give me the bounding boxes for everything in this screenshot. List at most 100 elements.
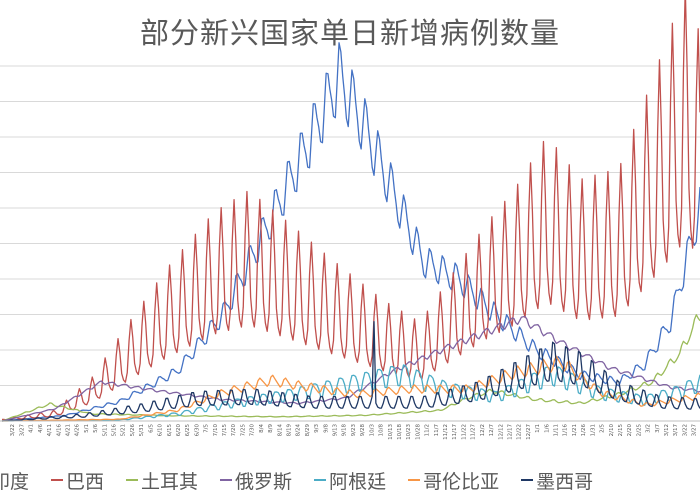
legend-label: 阿根廷	[329, 470, 387, 493]
x-tick-label: 2/25	[636, 424, 642, 437]
x-tick-label: 10/8	[379, 424, 385, 437]
x-tick-label: 1/26	[581, 424, 587, 437]
x-tick-label: 12/2	[480, 424, 486, 436]
legend-item: 俄罗斯	[220, 467, 292, 494]
legend-item: 巴西	[51, 467, 104, 494]
x-tick-label: 9/18	[342, 424, 348, 437]
x-tick-label: 6/10	[158, 424, 164, 437]
x-tick-label: 8/4	[259, 424, 265, 433]
x-tick-label: 9/3	[314, 424, 320, 433]
x-tick-label: 11/22	[461, 424, 467, 440]
legend-item: 印度	[0, 467, 29, 494]
x-tick-label: 1/21	[572, 424, 578, 436]
legend-swatch	[314, 479, 327, 481]
x-tick-label: 3/22	[682, 424, 688, 436]
gridlines	[0, 65, 700, 386]
x-tick-label: 2/5	[600, 424, 606, 433]
series-lines	[1, 0, 700, 422]
x-tick-label: 4/11	[47, 424, 53, 436]
x-tick-label: 4/26	[75, 424, 81, 437]
x-tick-label: 10/3	[369, 424, 375, 437]
x-tick-label: 5/1	[84, 424, 90, 433]
series-line	[1, 42, 700, 422]
x-tick-label: 3/2	[646, 424, 652, 433]
x-tick-label: 11/17	[452, 424, 458, 440]
x-tick-label: 6/20	[176, 424, 182, 437]
x-tick-label: 12/17	[508, 424, 514, 440]
legend-item: 土耳其	[126, 467, 198, 494]
x-tick-label: 5/16	[112, 424, 118, 437]
x-tick-label: 4/21	[66, 424, 72, 436]
legend-swatch	[521, 479, 534, 481]
legend-label: 印度	[0, 470, 30, 493]
legend-label: 俄罗斯	[235, 470, 293, 493]
x-tick-label: 7/5	[204, 424, 210, 433]
x-tick-label: 3/27	[19, 424, 25, 437]
x-tick-label: 9/23	[351, 424, 357, 437]
x-tick-label: 10/28	[415, 424, 421, 440]
x-tick-label: 10/23	[406, 424, 412, 440]
x-tick-label: 11/12	[443, 424, 449, 440]
x-tick-label: 1/11	[554, 424, 560, 436]
series-line	[1, 315, 700, 422]
x-tick-label: 9/28	[360, 424, 366, 437]
x-tick-label: 1/31	[590, 424, 596, 436]
series-line	[1, 355, 700, 422]
x-tick-label: 2/15	[618, 424, 624, 437]
x-tick-label: 3/22	[10, 424, 16, 436]
x-tick-label: 7/10	[213, 424, 219, 437]
x-tick-label: 6/5	[148, 424, 154, 433]
x-tick-label: 5/31	[139, 424, 145, 436]
x-tick-label: 12/27	[526, 424, 532, 440]
x-tick-label: 7/20	[231, 424, 237, 437]
series-line	[1, 0, 700, 421]
x-tick-label: 8/29	[305, 424, 311, 437]
x-tick-label: 4/1	[29, 424, 35, 433]
series-line	[1, 320, 700, 422]
x-tick-label: 7/25	[240, 424, 246, 437]
legend-swatch	[51, 479, 64, 481]
x-tick-label: 6/30	[194, 424, 200, 437]
x-tick-label: 8/19	[287, 424, 293, 437]
x-tick-label: 3/12	[664, 424, 670, 436]
x-tick-labels: 3/22 3/27 4/1 4/6 4/11 4/16 4/21 4/26 5/1 5/6 5/11…	[10, 424, 697, 440]
legend-swatch	[126, 479, 139, 481]
legend-label: 墨西哥	[536, 470, 594, 493]
x-tick-label: 5/6	[93, 424, 99, 433]
x-tick-label: 4/16	[56, 424, 62, 437]
x-tick-label: 7/30	[250, 424, 256, 437]
x-tick-label: 12/22	[517, 424, 523, 440]
x-tick-label: 8/14	[277, 424, 283, 437]
legend-label: 土耳其	[141, 470, 199, 493]
x-tick-label: 9/13	[333, 424, 339, 437]
series-line	[1, 364, 700, 422]
x-tick-label: 8/24	[296, 424, 302, 437]
x-tick-label: 12/7	[489, 424, 495, 437]
legend-label: 哥伦比亚	[423, 470, 500, 493]
legend: 印度 巴西 土耳其 俄罗斯 阿根廷 哥伦比亚 墨西哥	[0, 462, 615, 498]
x-tick-label: 1/6	[544, 424, 550, 433]
x-tick-label: 2/10	[609, 424, 615, 437]
x-tick-label: 6/25	[185, 424, 191, 437]
legend-swatch	[408, 479, 421, 481]
x-tick-label: 7/15	[222, 424, 228, 437]
x-tick-label: 5/21	[121, 424, 127, 436]
x-tick-label: 3/27	[692, 424, 698, 437]
x-tick-label: 6/15	[167, 424, 173, 437]
legend-swatch	[220, 479, 233, 481]
x-tick-label: 11/7	[434, 424, 440, 437]
legend-item: 墨西哥	[521, 467, 593, 494]
x-tick-label: 11/2	[425, 424, 431, 436]
x-tick-label: 3/7	[655, 424, 661, 433]
x-tick-label: 5/11	[102, 424, 108, 436]
x-tick-label: 3/17	[673, 424, 679, 437]
legend-item: 哥伦比亚	[408, 467, 499, 494]
x-tick-label: 4/6	[38, 424, 44, 433]
x-tick-label: 8/9	[268, 424, 274, 433]
x-tick-label: 1/1	[535, 424, 541, 433]
x-tick-label: 11/27	[471, 424, 477, 440]
x-tick-label: 10/13	[388, 424, 394, 440]
x-tick-label: 2/20	[627, 424, 633, 437]
x-tick-label: 12/12	[498, 424, 504, 440]
